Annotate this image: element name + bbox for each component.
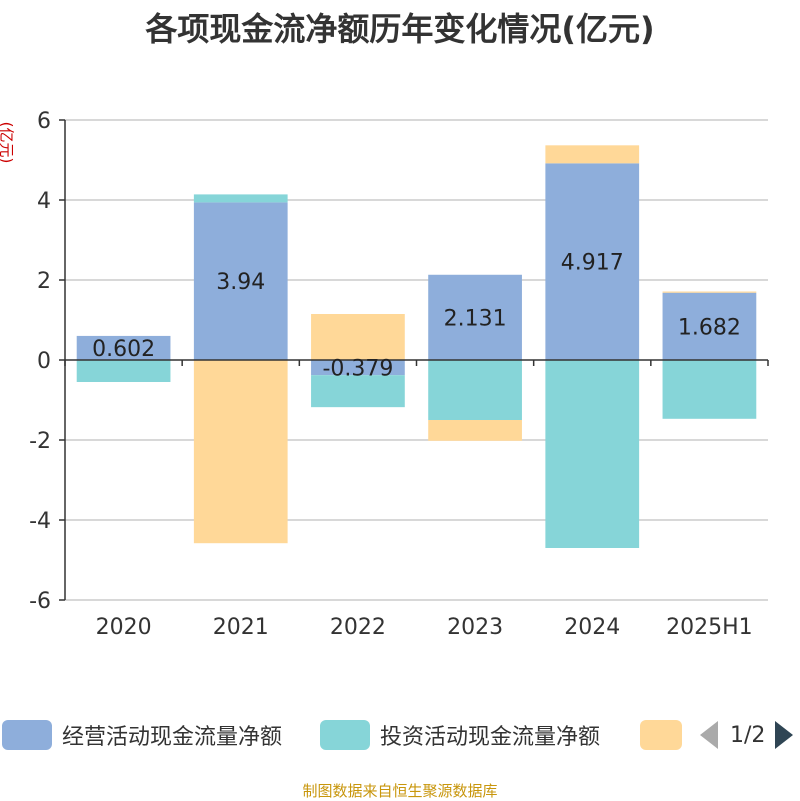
bar-series-2-2022[interactable] [311, 314, 405, 360]
legend-swatch-financing [640, 720, 682, 750]
legend-label-operating: 经营活动现金流量净额 [62, 725, 283, 750]
bar-series-1-2021[interactable] [193, 194, 288, 203]
grid-lines [65, 119, 768, 601]
legend-label-investing: 投资活动现金流量净额 [380, 725, 601, 750]
chart-title: 各项现金流净额历年变化情况(亿元) [145, 10, 655, 48]
bar-series-0-2024[interactable] [545, 163, 640, 360]
bar-series-0-2021[interactable] [193, 202, 288, 360]
y-tick-label: -4 [29, 509, 51, 534]
legend-item-financing[interactable] [640, 716, 682, 754]
y-tick-label: 6 [37, 109, 51, 134]
bar-series-1-2022[interactable] [311, 375, 405, 408]
legend-item-operating[interactable]: 经营活动现金流量净额 [2, 716, 282, 754]
bar-series-2-2021[interactable] [193, 360, 288, 544]
bar-value-label: 1.682 [678, 315, 741, 340]
bar-series-1-2023[interactable] [428, 360, 522, 420]
bar-value-label: 4.917 [561, 251, 624, 276]
bar-series-2-2025H1[interactable] [662, 291, 757, 293]
x-tick-label: 2021 [213, 615, 269, 640]
y-tick-label: 0 [37, 349, 51, 374]
bar-series-1-2025H1[interactable] [662, 360, 757, 419]
bars [76, 145, 757, 548]
y-tick-label: -6 [29, 589, 51, 614]
x-tick-label: 2023 [447, 615, 503, 640]
legend-pager: 1/2 [700, 716, 794, 754]
x-tick-label: 2020 [96, 615, 152, 640]
bar-series-0-2025H1[interactable] [662, 292, 757, 360]
bar-series-1-2020[interactable] [76, 360, 171, 382]
bar-series-0-2020[interactable] [76, 335, 171, 360]
axes: 6 4 2 0 -2 -4 -6 2020 2021 2022 2023 2024 2025H1 [29, 109, 769, 640]
legend-page-indicator: 1/2 [730, 722, 766, 748]
legend-item-investing[interactable]: 投资活动现金流量净额 [320, 716, 600, 754]
legend-swatch-investing [320, 720, 370, 750]
bar-series-2-2023[interactable] [428, 420, 522, 441]
legend-next-arrow-icon[interactable] [775, 721, 794, 749]
y-tick-label: -2 [29, 429, 51, 454]
bar-value-label: 2.131 [444, 306, 507, 331]
bar-value-label: 0.602 [92, 337, 155, 362]
x-tick-label: 2024 [564, 615, 620, 640]
legend-swatch-operating [2, 720, 52, 750]
bar-series-1-2024[interactable] [545, 360, 640, 548]
x-tick-label: 2025H1 [666, 615, 753, 640]
y-tick-label: 2 [37, 269, 51, 294]
data-source-note: 制图数据来自恒生聚源数据库 [302, 782, 498, 800]
legend-prev-arrow-icon[interactable] [700, 721, 718, 749]
y-tick-label: 4 [37, 189, 51, 214]
data-labels: 0.602 3.94 -0.379 2.131 4.917 1.682 [92, 251, 741, 382]
bar-value-label: 3.94 [216, 270, 265, 295]
bar-value-label: -0.379 [322, 357, 393, 382]
bar-series-0-2022[interactable] [311, 360, 405, 376]
bar-series-2-2024[interactable] [545, 145, 640, 164]
bar-series-0-2023[interactable] [428, 274, 522, 360]
x-tick-label: 2022 [330, 615, 386, 640]
